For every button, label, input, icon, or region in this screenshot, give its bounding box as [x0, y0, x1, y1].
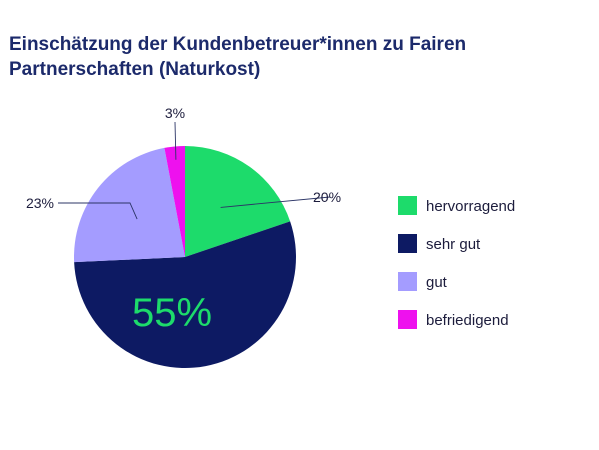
legend-swatch-hervorragend: [398, 196, 417, 215]
legend-label-befriedigend: befriedigend: [426, 312, 509, 329]
legend-swatch-befriedigend: [398, 310, 417, 329]
pie-slice-befriedigend: [164, 146, 185, 257]
percent-label-hervorragend: 20%: [313, 189, 341, 205]
legend-label-sehr-gut: sehr gut: [426, 236, 481, 253]
pie-slice-hervorragend: [185, 146, 291, 257]
legend-swatch-gut: [398, 272, 417, 291]
pie-slices: [73, 146, 296, 369]
leader-line-gut: [58, 202, 138, 220]
percent-label-sehr-gut: 55%: [132, 291, 212, 335]
percent-label-befriedigend: 3%: [165, 105, 185, 121]
legend-label-hervorragend: hervorragend: [426, 198, 515, 215]
leader-line-befriedigend: [174, 121, 177, 160]
chart-title: Einschätzung der Kundenbetreuer*innen zu…: [9, 34, 467, 80]
pie-slice-gut: [73, 147, 185, 263]
percent-labels: 20% 55% 23% 3%: [26, 105, 341, 335]
leader-lines: [58, 121, 331, 220]
leader-line-hervorragend: [220, 196, 331, 208]
legend-swatch-sehr-gut: [398, 234, 417, 253]
pie-slice-sehr-gut: [74, 221, 296, 369]
legend-label-gut: gut: [426, 274, 448, 291]
legend: hervorragend sehr gut gut befriedigend: [398, 196, 515, 329]
percent-label-gut: 23%: [26, 195, 54, 211]
